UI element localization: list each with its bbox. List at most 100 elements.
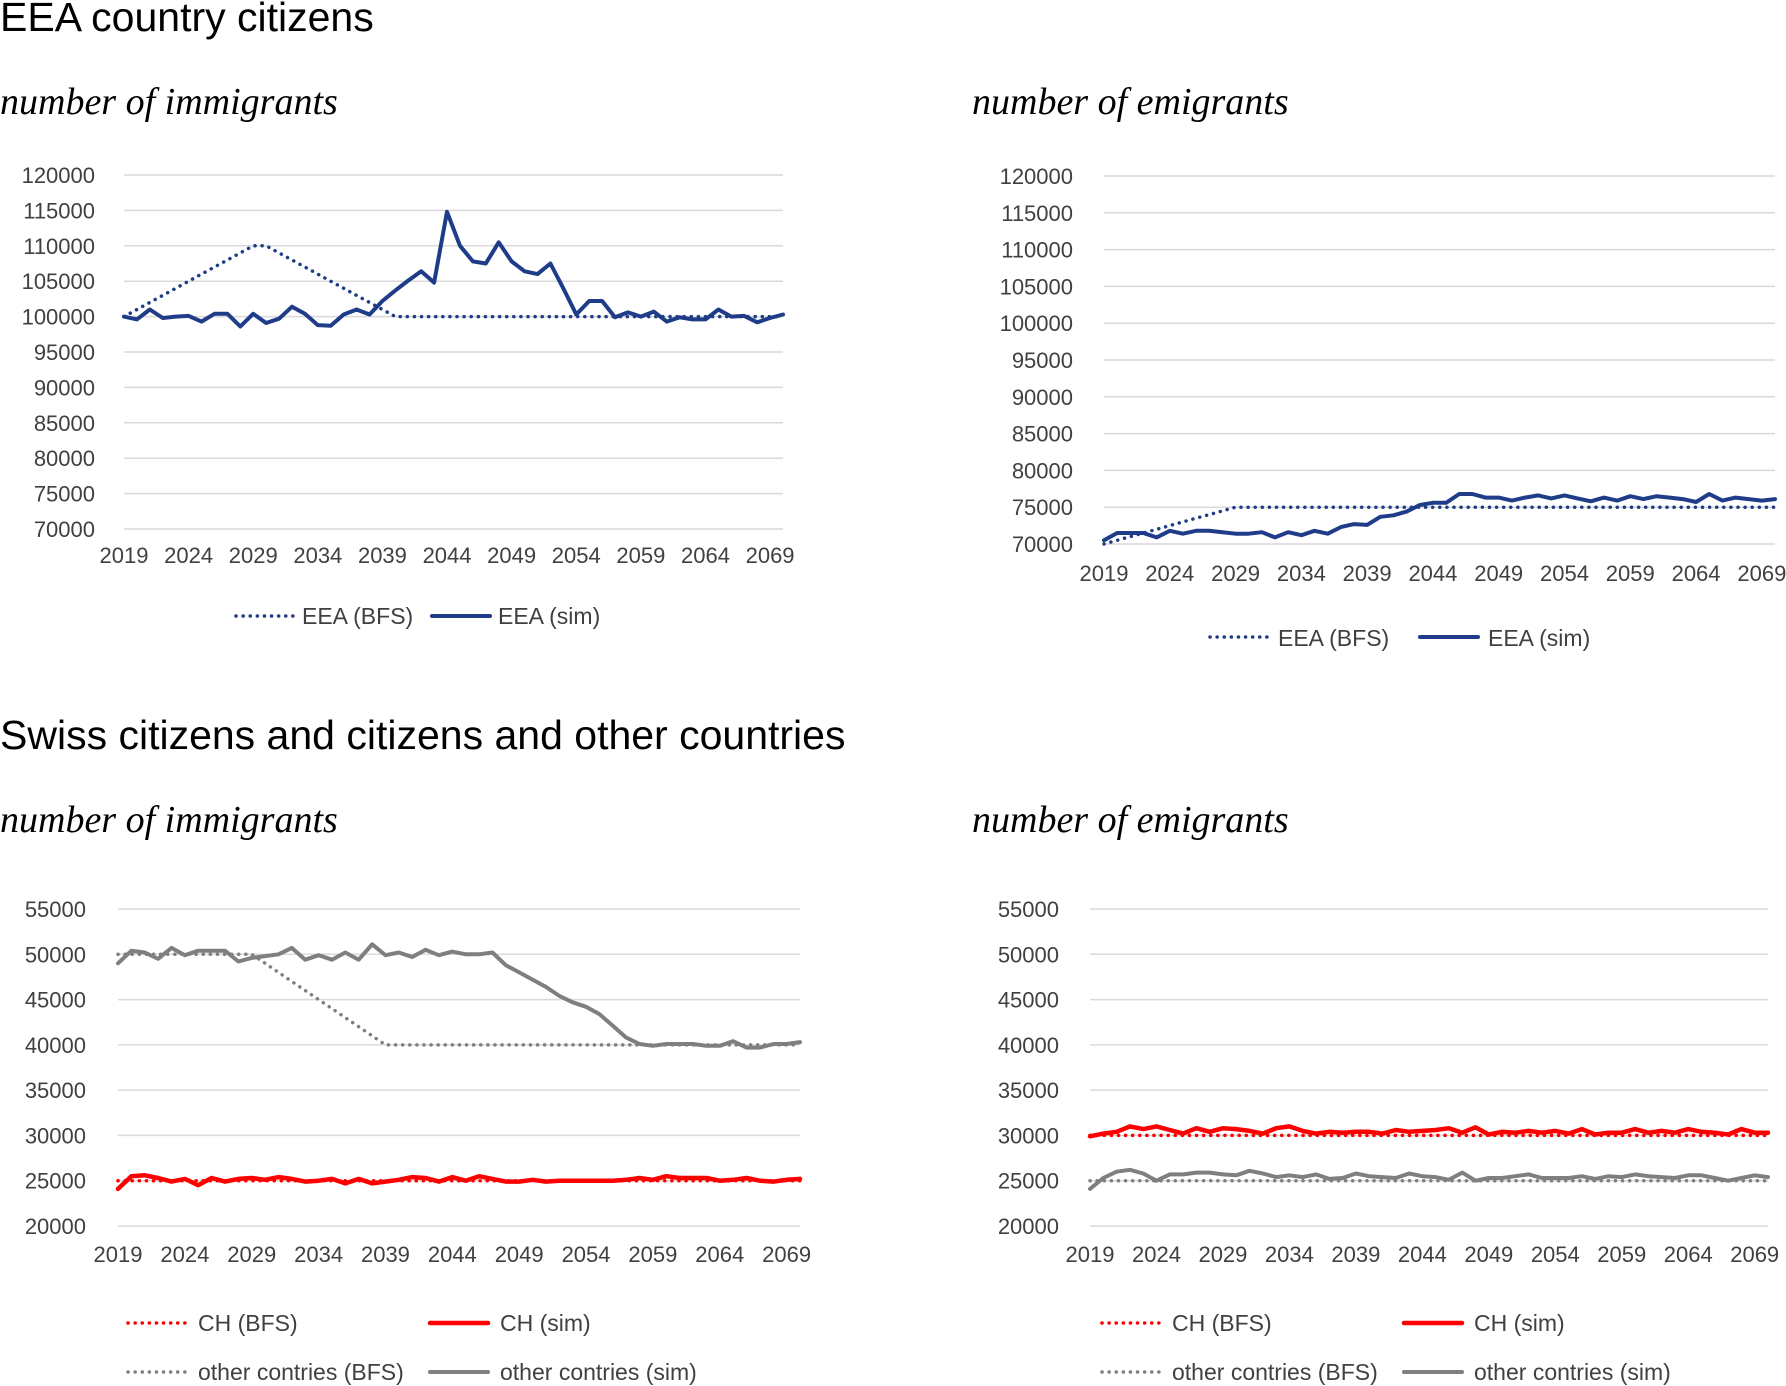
series-line-other-contries-sim bbox=[1088, 1167, 1770, 1191]
x-tick-label: 2049 bbox=[487, 543, 536, 568]
x-tick-label: 2029 bbox=[227, 1242, 276, 1267]
x-tick-label: 2044 bbox=[1408, 561, 1457, 586]
y-tick-label: 55000 bbox=[998, 897, 1059, 922]
y-tick-label: 100000 bbox=[1000, 311, 1073, 336]
y-tick-label: 120000 bbox=[22, 163, 95, 188]
x-tick-label: 2054 bbox=[552, 543, 601, 568]
y-tick-label: 80000 bbox=[34, 446, 95, 471]
x-tick-label: 2034 bbox=[293, 543, 342, 568]
y-tick-label: 35000 bbox=[25, 1078, 86, 1103]
series-line-eea-sim bbox=[122, 209, 785, 329]
legend-label: other contries (BFS) bbox=[1172, 1359, 1378, 1385]
chart-title-eea-emigrants: number of emigrants bbox=[972, 81, 1289, 123]
series-line-ch-sim bbox=[1087, 1124, 1771, 1139]
y-tick-label: 30000 bbox=[998, 1123, 1059, 1148]
x-tick-label: 2059 bbox=[616, 543, 665, 568]
x-tick-label: 2034 bbox=[1277, 561, 1326, 586]
y-tick-label: 45000 bbox=[25, 988, 86, 1013]
x-tick-label: 2069 bbox=[1737, 561, 1786, 586]
x-tick-label: 2044 bbox=[423, 543, 472, 568]
x-tick-label: 2069 bbox=[746, 543, 795, 568]
y-tick-label: 100000 bbox=[22, 305, 95, 330]
y-tick-label: 115000 bbox=[1001, 201, 1073, 226]
x-tick-label: 2049 bbox=[1474, 561, 1523, 586]
y-tick-label: 90000 bbox=[1012, 385, 1073, 410]
series-line-eea-sim bbox=[1102, 492, 1777, 543]
x-tick-label: 2019 bbox=[100, 543, 149, 568]
y-tick-label: 115000 bbox=[23, 198, 95, 223]
x-tick-label: 2039 bbox=[361, 1242, 410, 1267]
y-tick-label: 95000 bbox=[34, 340, 95, 365]
y-tick-label: 20000 bbox=[25, 1214, 86, 1239]
chart-title-eea-immigrants: number of immigrants bbox=[0, 81, 338, 123]
y-tick-label: 40000 bbox=[998, 1033, 1059, 1058]
x-tick-label: 2029 bbox=[229, 543, 278, 568]
y-tick-label: 85000 bbox=[1012, 422, 1073, 447]
y-tick-label: 105000 bbox=[22, 269, 95, 294]
x-tick-label: 2034 bbox=[294, 1242, 343, 1267]
y-tick-label: 50000 bbox=[25, 942, 86, 967]
y-tick-label: 110000 bbox=[1001, 238, 1073, 263]
section-title-other: Swiss citizens and citizens and other co… bbox=[0, 712, 846, 758]
y-tick-label: 70000 bbox=[34, 517, 95, 542]
legend-label: EEA (sim) bbox=[1488, 625, 1590, 651]
legend-label: CH (BFS) bbox=[198, 1310, 298, 1336]
y-tick-label: 120000 bbox=[1000, 164, 1073, 189]
y-tick-label: 85000 bbox=[34, 411, 95, 436]
x-tick-label: 2059 bbox=[1606, 561, 1655, 586]
x-tick-label: 2069 bbox=[1730, 1242, 1779, 1267]
y-tick-label: 70000 bbox=[1012, 532, 1073, 557]
y-tick-label: 110000 bbox=[23, 234, 95, 259]
x-tick-label: 2059 bbox=[1597, 1242, 1646, 1267]
x-tick-label: 2054 bbox=[562, 1242, 611, 1267]
legend-label: EEA (sim) bbox=[498, 603, 600, 629]
chart-title-other-emigrants: number of emigrants bbox=[972, 799, 1289, 841]
y-tick-label: 25000 bbox=[998, 1169, 1059, 1194]
y-tick-label: 25000 bbox=[25, 1169, 86, 1194]
legend-label: EEA (BFS) bbox=[302, 603, 413, 629]
series-line-other-contries-sim bbox=[116, 942, 802, 1050]
y-tick-label: 55000 bbox=[25, 897, 86, 922]
y-tick-label: 50000 bbox=[998, 942, 1059, 967]
section-title-eea: EEA country citizens bbox=[0, 0, 374, 40]
y-tick-label: 30000 bbox=[25, 1123, 86, 1148]
chart-title-other-immigrants: number of immigrants bbox=[0, 799, 338, 841]
legend-label: CH (sim) bbox=[500, 1310, 591, 1336]
x-tick-label: 2059 bbox=[628, 1242, 677, 1267]
x-tick-label: 2064 bbox=[1664, 1242, 1713, 1267]
x-tick-label: 2064 bbox=[681, 543, 730, 568]
x-tick-label: 2024 bbox=[164, 543, 213, 568]
x-tick-label: 2024 bbox=[160, 1242, 209, 1267]
x-tick-label: 2049 bbox=[1464, 1242, 1513, 1267]
x-tick-label: 2064 bbox=[695, 1242, 744, 1267]
y-tick-label: 75000 bbox=[34, 482, 95, 507]
series-line-ch-sim bbox=[115, 1173, 803, 1192]
x-tick-label: 2039 bbox=[358, 543, 407, 568]
x-tick-label: 2024 bbox=[1132, 1242, 1181, 1267]
x-tick-label: 2049 bbox=[495, 1242, 544, 1267]
x-tick-label: 2019 bbox=[1066, 1242, 1115, 1267]
y-tick-label: 75000 bbox=[1012, 495, 1073, 520]
y-tick-label: 105000 bbox=[1000, 274, 1073, 299]
series-line-eea-bfs bbox=[1102, 505, 1777, 546]
x-tick-label: 2064 bbox=[1672, 561, 1721, 586]
y-tick-label: 95000 bbox=[1012, 348, 1073, 373]
x-tick-label: 2054 bbox=[1531, 1242, 1580, 1267]
y-tick-label: 35000 bbox=[998, 1078, 1059, 1103]
x-tick-label: 2039 bbox=[1331, 1242, 1380, 1267]
legend-label: other contries (sim) bbox=[1474, 1359, 1671, 1385]
x-tick-label: 2029 bbox=[1211, 561, 1260, 586]
y-tick-label: 45000 bbox=[998, 988, 1059, 1013]
x-tick-label: 2029 bbox=[1198, 1242, 1247, 1267]
legend-label: other contries (sim) bbox=[500, 1359, 697, 1385]
legend-label: other contries (BFS) bbox=[198, 1359, 404, 1385]
legend-label: CH (BFS) bbox=[1172, 1310, 1272, 1336]
y-tick-label: 40000 bbox=[25, 1033, 86, 1058]
y-tick-label: 90000 bbox=[34, 375, 95, 400]
x-tick-label: 2034 bbox=[1265, 1242, 1314, 1267]
x-tick-label: 2019 bbox=[94, 1242, 143, 1267]
